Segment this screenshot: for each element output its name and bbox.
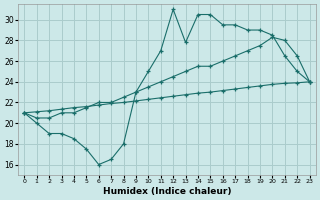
X-axis label: Humidex (Indice chaleur): Humidex (Indice chaleur) <box>103 187 231 196</box>
